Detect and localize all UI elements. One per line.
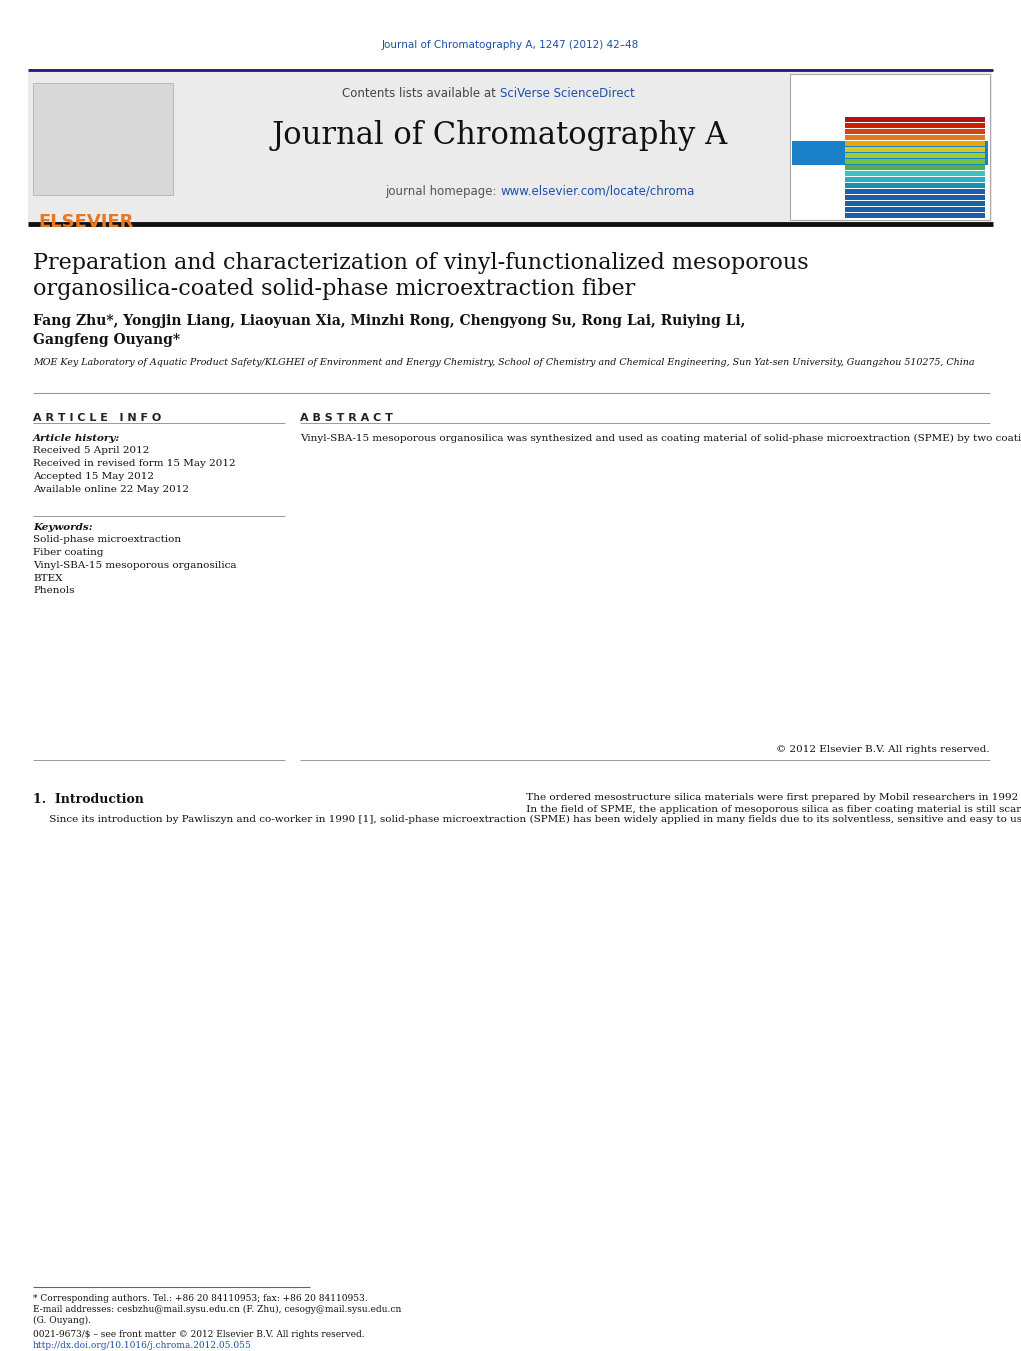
Bar (792, 141, 988, 165)
Text: A R T I C L E   I N F O: A R T I C L E I N F O (33, 413, 161, 423)
Text: Preparation and characterization of vinyl-functionalized mesoporous: Preparation and characterization of viny… (33, 253, 809, 274)
Text: 1.  Introduction: 1. Introduction (33, 793, 144, 807)
Text: www.elsevier.com/locate/chroma: www.elsevier.com/locate/chroma (500, 185, 694, 199)
Bar (845, 147, 985, 153)
Text: organosilica-coated solid-phase microextraction fiber: organosilica-coated solid-phase microext… (33, 278, 635, 300)
Bar (792, 85, 988, 141)
Text: 0021-9673/$ – see front matter © 2012 Elsevier B.V. All rights reserved.: 0021-9673/$ – see front matter © 2012 El… (33, 1329, 364, 1339)
Text: A B S T R A C T: A B S T R A C T (300, 413, 393, 423)
Bar (845, 128, 985, 134)
Text: Solid-phase microextraction
Fiber coating
Vinyl-SBA-15 mesoporous organosilica
B: Solid-phase microextraction Fiber coatin… (33, 535, 237, 596)
Bar (845, 182, 985, 188)
Text: Keywords:: Keywords: (33, 523, 93, 532)
Bar (845, 141, 985, 146)
Text: © 2012 Elsevier B.V. All rights reserved.: © 2012 Elsevier B.V. All rights reserved… (776, 744, 990, 754)
Bar (845, 213, 985, 218)
Bar (33, 82, 173, 195)
Bar (845, 172, 985, 176)
Bar (845, 189, 985, 195)
Text: MOE Key Laboratory of Aquatic Product Safety/KLGHEI of Environment and Energy Ch: MOE Key Laboratory of Aquatic Product Sa… (33, 358, 974, 367)
Bar (845, 153, 985, 158)
Text: The ordered mesostructure silica materials were first prepared by Mobil research: The ordered mesostructure silica materia… (510, 793, 1021, 815)
Text: * Corresponding authors. Tel.: +86 20 84110953; fax: +86 20 84110953.: * Corresponding authors. Tel.: +86 20 84… (33, 1294, 368, 1302)
Text: http://dx.doi.org/10.1016/j.chroma.2012.05.055: http://dx.doi.org/10.1016/j.chroma.2012.… (33, 1342, 252, 1350)
Bar (845, 207, 985, 212)
Text: journal homepage:: journal homepage: (385, 185, 500, 199)
Bar (845, 165, 985, 170)
Text: Received 5 April 2012
Received in revised form 15 May 2012
Accepted 15 May 2012
: Received 5 April 2012 Received in revise… (33, 446, 236, 493)
Bar (845, 159, 985, 163)
Text: Contents lists available at: Contents lists available at (342, 86, 500, 100)
Bar (28, 72, 992, 222)
Bar (845, 123, 985, 128)
Bar (845, 195, 985, 200)
Bar (845, 118, 985, 122)
Bar (790, 74, 990, 220)
Bar (845, 135, 985, 141)
Text: ELSEVIER: ELSEVIER (38, 213, 134, 231)
Text: E-mail addresses: cesbzhu@mail.sysu.edu.cn (F. Zhu), cesogy@mail.sysu.edu.cn: E-mail addresses: cesbzhu@mail.sysu.edu.… (33, 1305, 401, 1315)
Text: Article history:: Article history: (33, 434, 120, 443)
Text: Since its introduction by Pawliszyn and co-worker in 1990 [1], solid-phase micro: Since its introduction by Pawliszyn and … (33, 815, 1021, 824)
Text: Fang Zhu*, Yongjin Liang, Liaoyuan Xia, Minzhi Rong, Chengyong Su, Rong Lai, Rui: Fang Zhu*, Yongjin Liang, Liaoyuan Xia, … (33, 313, 745, 328)
Text: Vinyl-SBA-15 mesoporous organosilica was synthesized and used as coating materia: Vinyl-SBA-15 mesoporous organosilica was… (300, 434, 1021, 443)
Text: (G. Ouyang).: (G. Ouyang). (33, 1316, 91, 1325)
Text: Journal of Chromatography A: Journal of Chromatography A (272, 120, 728, 151)
Text: Journal of Chromatography A, 1247 (2012) 42–48: Journal of Chromatography A, 1247 (2012)… (382, 41, 639, 50)
Bar (28, 72, 203, 222)
Text: SciVerse ScienceDirect: SciVerse ScienceDirect (500, 86, 635, 100)
Text: Gangfeng Ouyang*: Gangfeng Ouyang* (33, 332, 180, 347)
Bar (845, 177, 985, 182)
Bar (845, 201, 985, 205)
